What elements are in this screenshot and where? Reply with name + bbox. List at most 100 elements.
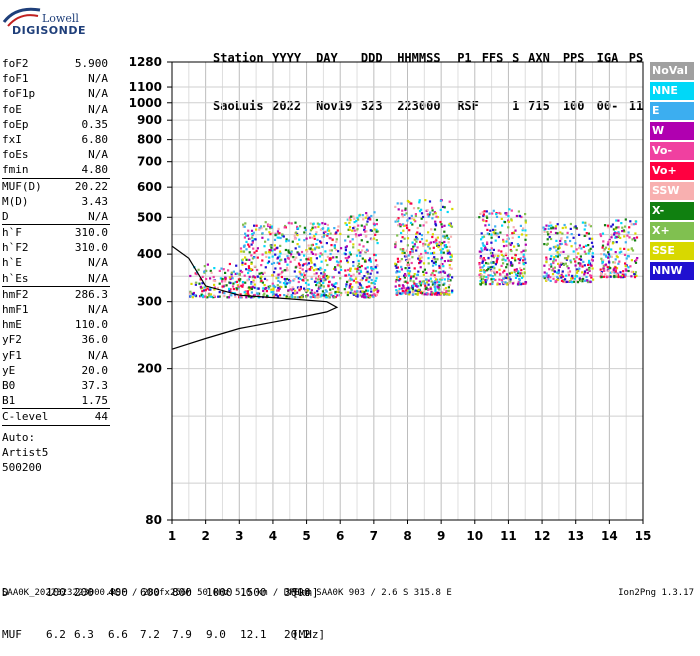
echo-pixel <box>285 269 288 272</box>
echo-pixel <box>433 251 436 254</box>
echo-pixel <box>334 266 337 269</box>
echo-pixel <box>613 232 616 235</box>
echo-pixel <box>346 293 349 297</box>
distance-muf-table: D 100 200 400 600 800 1000 1500 3000 [km] MUF 6.2 6… <box>2 558 325 656</box>
echo-pixel <box>513 271 516 274</box>
echo-pixel <box>241 285 244 288</box>
echo-pixel <box>492 265 495 268</box>
y-tick-label: 1000 <box>129 96 162 110</box>
echo-pixel <box>374 288 377 291</box>
echo-pixel <box>323 273 326 276</box>
echo-pixel <box>588 268 591 271</box>
echo-pixel <box>375 239 378 242</box>
echo-pixel <box>258 272 261 275</box>
echo-pixel <box>555 239 558 242</box>
echo-pixel <box>519 224 522 227</box>
echo-pixel <box>294 291 297 294</box>
param-value: 286.3 <box>74 287 108 301</box>
echo-pixel <box>408 289 411 292</box>
echo-pixel <box>573 277 576 280</box>
echo-pixel <box>495 271 499 274</box>
echo-pixel <box>319 278 322 281</box>
echo-pixel <box>248 266 251 269</box>
echo-pixel <box>395 293 399 296</box>
echo-pixel <box>306 289 309 292</box>
echo-pixel <box>255 228 258 231</box>
echo-pixel <box>613 275 616 278</box>
echo-pixel <box>305 270 308 273</box>
echo-pixel <box>406 269 409 272</box>
echo-pixel <box>348 284 351 287</box>
echo-pixel <box>400 258 403 261</box>
row-value: 9.0 <box>206 628 226 641</box>
echo-pixel <box>556 278 560 281</box>
echo-pixel <box>450 225 454 228</box>
echo-pixel <box>218 291 221 294</box>
echo-pixel <box>501 224 504 227</box>
echo-pixel <box>400 223 403 226</box>
echo-pixel <box>489 249 492 252</box>
echo-pixel <box>563 257 567 260</box>
echo-pixel <box>584 224 587 227</box>
echo-pixel <box>408 293 411 296</box>
echo-pixel <box>615 267 619 270</box>
echo-pixel <box>486 228 489 231</box>
echo-pixel <box>557 262 560 265</box>
echo-pixel <box>304 262 307 265</box>
echo-pixel <box>403 274 406 277</box>
echo-pixel <box>306 263 309 266</box>
echo-pixel <box>335 248 338 252</box>
echo-pixel <box>408 229 411 232</box>
echo-pixel <box>428 213 431 216</box>
echo-pixel <box>511 264 514 267</box>
echo-pixel <box>318 255 322 258</box>
echo-pixel <box>612 269 615 272</box>
echo-pixel <box>491 282 494 285</box>
echo-pixel <box>333 246 336 250</box>
echo-pixel <box>417 270 420 273</box>
echo-pixel <box>524 243 527 246</box>
echo-pixel <box>394 280 398 283</box>
echo-pixel <box>396 202 399 205</box>
echo-pixel <box>500 250 503 253</box>
echo-pixel <box>448 200 451 203</box>
echo-pixel <box>310 251 313 254</box>
echo-pixel <box>566 231 569 234</box>
echo-pixel <box>558 265 561 268</box>
echo-pixel <box>311 248 314 251</box>
echo-pixel <box>621 226 624 229</box>
echo-pixel <box>431 206 434 209</box>
echo-pixel <box>394 264 397 267</box>
echo-pixel <box>502 271 505 274</box>
echo-pixel <box>587 262 591 265</box>
echo-pixel <box>520 283 523 286</box>
echo-pixel <box>517 271 520 275</box>
echo-pixel <box>204 295 207 298</box>
param-key: fxI <box>2 132 22 146</box>
echo-pixel <box>243 274 246 277</box>
echo-pixel <box>513 268 516 271</box>
echo-pixel <box>630 259 633 262</box>
echo-pixel <box>300 296 303 299</box>
echo-pixel <box>319 240 322 243</box>
echo-pixel <box>489 266 492 269</box>
echo-pixel <box>271 255 274 258</box>
echo-pixel <box>395 289 398 292</box>
echo-pixel <box>337 250 340 253</box>
echo-pixel <box>351 229 354 232</box>
echo-pixel <box>284 285 287 288</box>
param-row: B1 1.75 <box>2 393 110 408</box>
echo-pixel <box>619 271 622 274</box>
echo-pixel <box>231 285 235 288</box>
echo-pixel <box>583 270 587 273</box>
echo-pixel <box>400 292 403 296</box>
echo-pixel <box>416 285 419 288</box>
echo-pixel <box>262 289 265 292</box>
echo-pixel <box>243 225 246 228</box>
echo-pixel <box>487 266 490 269</box>
echo-pixel <box>264 266 267 269</box>
echo-pixel <box>548 236 551 239</box>
echo-pixel <box>298 253 301 256</box>
param-key: MUF(D) <box>2 179 42 193</box>
echo-pixel <box>357 249 360 252</box>
